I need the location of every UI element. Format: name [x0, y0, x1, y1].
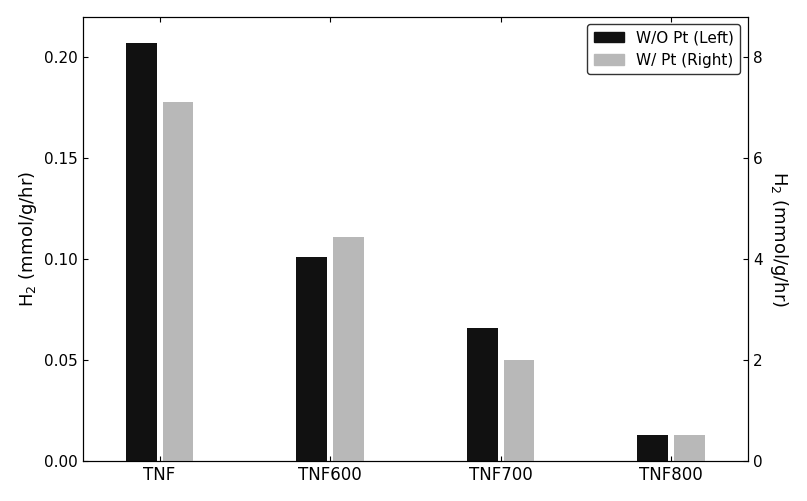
Y-axis label: H$_2$ (mmol/g/hr): H$_2$ (mmol/g/hr): [768, 171, 790, 307]
Legend: W/O Pt (Left), W/ Pt (Right): W/O Pt (Left), W/ Pt (Right): [587, 25, 740, 74]
Bar: [126, 43, 157, 461]
Bar: [163, 102, 194, 461]
Bar: [675, 435, 705, 461]
Bar: [467, 328, 498, 461]
Bar: [504, 360, 534, 461]
Bar: [333, 237, 364, 461]
Y-axis label: H$_2$ (mmol/g/hr): H$_2$ (mmol/g/hr): [17, 171, 39, 307]
Bar: [296, 258, 327, 461]
Bar: [638, 435, 668, 461]
